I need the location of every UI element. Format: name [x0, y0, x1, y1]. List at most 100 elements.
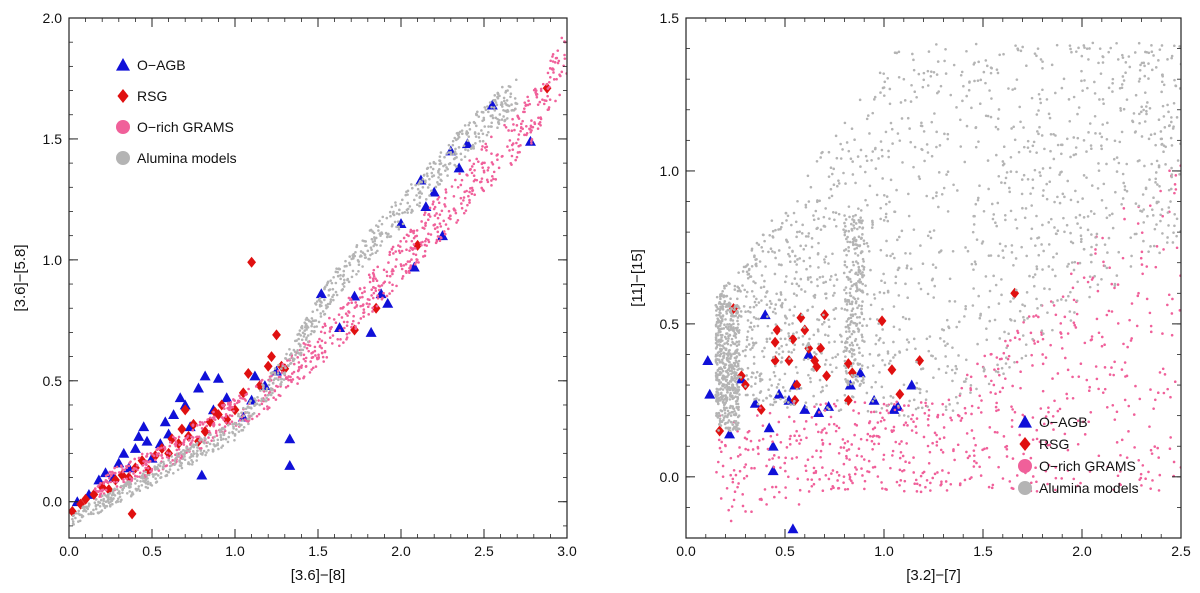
model-point: [1142, 108, 1145, 112]
model-point: [354, 250, 357, 254]
model-point: [895, 51, 898, 55]
model-point: [549, 59, 552, 63]
model-point: [853, 433, 856, 437]
y-tick-label: 2.0: [43, 10, 63, 26]
model-point: [915, 490, 919, 493]
model-point: [261, 386, 265, 389]
model-point: [473, 193, 476, 196]
model-point: [929, 74, 933, 78]
model-point: [716, 369, 720, 372]
model-point: [823, 427, 826, 430]
model-point: [869, 410, 873, 414]
model-point: [93, 487, 97, 490]
model-point: [723, 366, 727, 369]
model-point: [305, 336, 308, 339]
model-point: [1086, 215, 1090, 218]
model-point: [1139, 63, 1142, 67]
model-point: [723, 401, 727, 405]
model-point: [733, 379, 737, 383]
model-point: [1091, 41, 1095, 45]
model-point: [926, 234, 930, 238]
model-point: [514, 78, 518, 82]
model-point: [121, 491, 124, 495]
model-point: [196, 453, 199, 457]
model-point: [303, 332, 307, 336]
model-point: [934, 357, 937, 360]
model-point: [844, 325, 848, 329]
model-point: [886, 404, 890, 408]
model-point: [715, 295, 719, 299]
model-point: [1080, 54, 1084, 58]
model-point: [1095, 317, 1099, 321]
model-point: [765, 396, 768, 400]
model-point: [829, 415, 833, 419]
model-point: [1032, 315, 1035, 318]
model-point: [859, 272, 862, 275]
model-point: [920, 147, 923, 151]
model-point: [1174, 188, 1178, 191]
model-point: [1047, 463, 1051, 467]
model-point: [257, 399, 260, 402]
model-point: [417, 261, 420, 264]
x-tick-label: 2.0: [391, 543, 411, 559]
model-point: [754, 317, 758, 320]
model-point: [861, 474, 864, 477]
model-point: [953, 458, 956, 462]
model-point: [912, 165, 915, 169]
model-point: [144, 470, 147, 474]
model-point: [112, 480, 116, 484]
model-point: [897, 404, 900, 408]
model-point: [803, 326, 806, 329]
model-point: [718, 381, 721, 385]
model-point: [829, 275, 833, 278]
model-point: [1105, 162, 1108, 166]
model-point: [1094, 248, 1097, 251]
model-point: [755, 303, 758, 307]
model-point: [823, 363, 827, 366]
model-point: [399, 202, 402, 206]
model-point: [857, 265, 861, 269]
data-point: [93, 474, 105, 485]
model-point: [903, 479, 907, 483]
model-point: [810, 237, 814, 240]
model-point: [320, 339, 324, 343]
model-point: [93, 501, 97, 505]
model-point: [1170, 333, 1174, 337]
model-point: [233, 399, 236, 402]
model-point: [993, 318, 997, 322]
model-point: [462, 211, 466, 215]
model-point: [881, 177, 884, 180]
series-alumina-models: [714, 41, 1181, 433]
model-point: [472, 174, 476, 177]
model-point: [1072, 298, 1076, 302]
model-point: [1003, 181, 1007, 185]
model-point: [762, 355, 766, 359]
model-point: [765, 340, 769, 343]
model-point: [900, 440, 903, 443]
model-point: [854, 312, 857, 316]
model-point: [922, 435, 926, 439]
model-point: [853, 247, 856, 251]
model-point: [810, 245, 814, 249]
model-point: [493, 109, 497, 112]
model-point: [150, 467, 154, 471]
model-point: [902, 489, 906, 493]
model-point: [728, 305, 731, 309]
model-point: [954, 364, 958, 368]
model-point: [843, 308, 847, 311]
model-point: [720, 294, 723, 298]
model-point: [1095, 377, 1099, 381]
model-point: [181, 457, 185, 460]
model-point: [876, 475, 880, 478]
model-point: [1087, 420, 1091, 424]
model-point: [744, 310, 747, 314]
model-point: [1011, 408, 1014, 411]
model-point: [1086, 86, 1089, 90]
model-point: [1159, 137, 1163, 141]
model-point: [870, 158, 873, 162]
model-point: [363, 290, 366, 293]
model-point: [377, 288, 381, 292]
model-point: [317, 353, 320, 357]
model-point: [721, 464, 725, 468]
model-point: [988, 456, 991, 459]
